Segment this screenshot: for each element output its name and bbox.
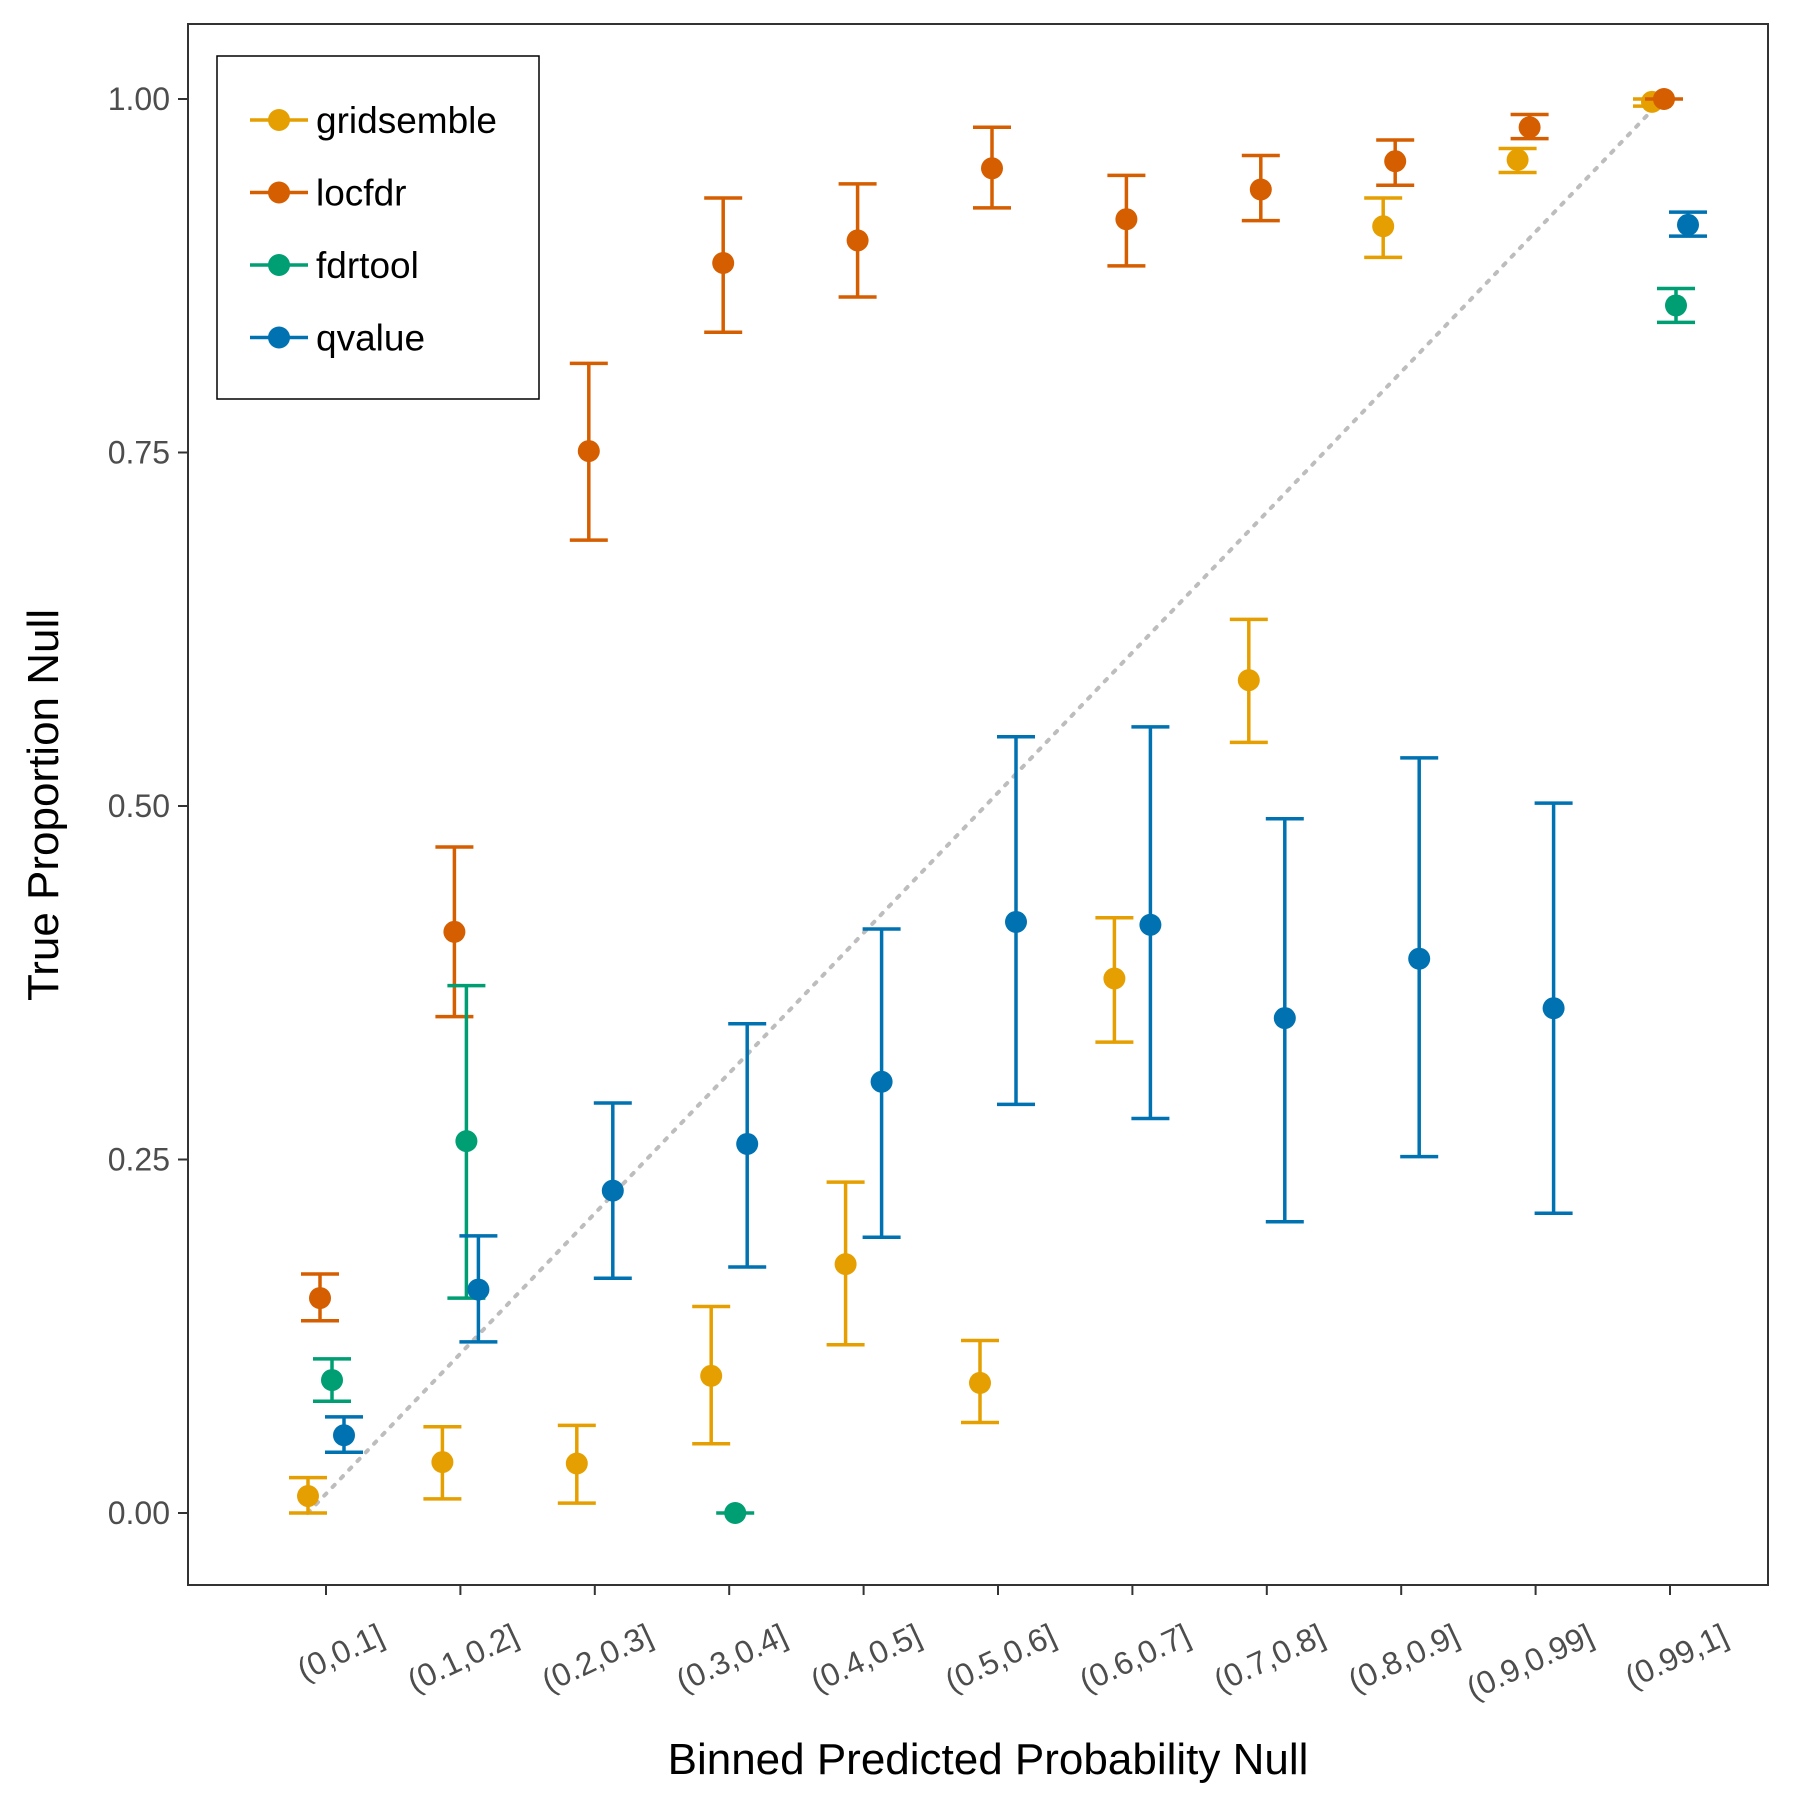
- legend-item-fdrtool: fdrtool: [250, 245, 419, 286]
- data-point: [724, 1502, 747, 1524]
- series-layer: [289, 88, 1707, 1524]
- y-tick-label: 0.25: [108, 1142, 170, 1178]
- reference-diagonal-line: [305, 97, 1665, 1515]
- y-axis: 0.00 0.25 0.50 0.75 1.00: [108, 81, 188, 1531]
- y-tick-label: 0.75: [108, 435, 170, 471]
- legend-item-gridsemble: gridsemble: [250, 100, 497, 141]
- data-point: [1665, 294, 1687, 317]
- data-point: [455, 1130, 478, 1153]
- data-point: [1408, 947, 1431, 970]
- data-point: [1518, 116, 1541, 139]
- data-point: [1005, 910, 1027, 933]
- data-point: [700, 1364, 723, 1387]
- series-locfdr: [301, 88, 1683, 1323]
- y-tick-label: 0.00: [108, 1495, 170, 1531]
- data-point: [1249, 178, 1272, 201]
- data-point: [1384, 150, 1407, 173]
- data-point: [834, 1253, 857, 1276]
- legend-item-qvalue: qvalue: [250, 318, 425, 359]
- data-point: [309, 1287, 331, 1310]
- series-qvalue: [325, 210, 1707, 1454]
- data-point: [601, 1179, 624, 1202]
- data-point: [333, 1424, 355, 1447]
- legend-key-point: [268, 326, 290, 349]
- legend-items: gridsemble locfdr fdrtool qvalue: [250, 100, 497, 359]
- legend-item-locfdr: locfdr: [250, 173, 406, 214]
- data-point: [443, 920, 466, 943]
- series-fdrtool: [313, 286, 1695, 1524]
- y-axis-title: True Proportion Null: [19, 609, 68, 1001]
- legend-key-point: [268, 254, 290, 276]
- data-point: [1542, 997, 1565, 1020]
- data-point: [321, 1369, 343, 1392]
- y-tick-label: 1.00: [108, 81, 170, 117]
- data-point: [1273, 1007, 1296, 1030]
- data-point: [1237, 669, 1260, 692]
- legend-key-point: [268, 181, 290, 204]
- data-point: [1139, 913, 1162, 936]
- legend-label: fdrtool: [316, 245, 419, 286]
- legend-label: gridsemble: [316, 100, 497, 141]
- data-point: [467, 1278, 490, 1301]
- x-axis-title: Binned Predicted Probability Null: [668, 1735, 1309, 1784]
- data-point: [1653, 88, 1675, 110]
- data-point: [565, 1452, 588, 1475]
- data-point: [981, 157, 1003, 180]
- data-point: [846, 229, 869, 252]
- data-point: [969, 1371, 991, 1394]
- y-tick-label: 0.50: [108, 788, 170, 824]
- legend-label: qvalue: [316, 318, 425, 359]
- legend-key-point: [268, 109, 290, 131]
- data-point: [1506, 148, 1529, 171]
- data-point: [431, 1451, 454, 1474]
- plot-panel: [187, 23, 1769, 1586]
- data-point: [712, 252, 735, 275]
- data-point: [297, 1485, 319, 1508]
- data-point: [1115, 208, 1138, 231]
- data-point: [870, 1070, 893, 1093]
- legend-label: locfdr: [316, 173, 406, 214]
- data-point: [1677, 213, 1699, 236]
- data-point: [1372, 215, 1395, 238]
- data-point: [736, 1132, 759, 1155]
- legend: gridsemble locfdr fdrtool qvalue: [216, 55, 540, 400]
- data-point: [1103, 967, 1126, 990]
- data-point: [577, 440, 600, 463]
- reference-line-layer: [305, 97, 1665, 1515]
